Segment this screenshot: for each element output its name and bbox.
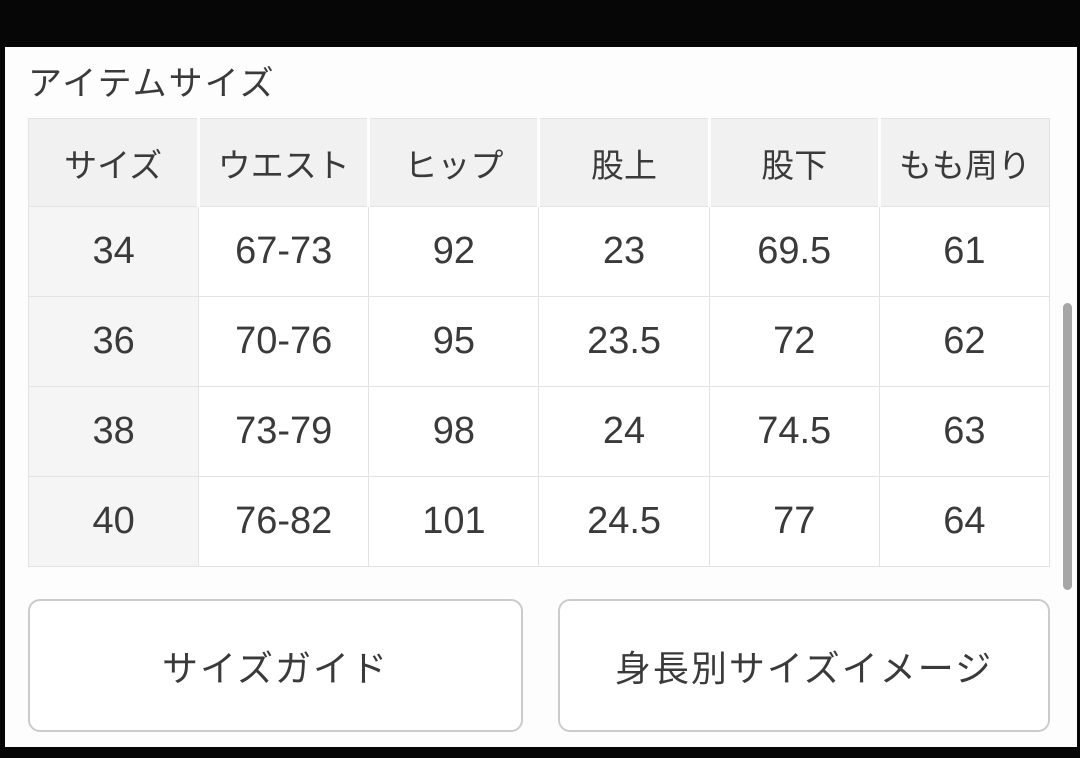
column-header-size: サイズ [27,118,201,207]
row-header: 40 [27,476,200,567]
item-size-table: サイズ ウエスト ヒップ 股上 股下 もも周り 34 67-73 92 23 6… [27,118,1051,567]
column-header-thigh: もも周り [877,118,1051,207]
table-cell: 23 [538,206,710,297]
table-cell: 63 [878,386,1051,477]
table-cell: 67-73 [198,206,370,297]
table-cell: 62 [878,296,1051,387]
page-title: アイテムサイズ [28,65,276,103]
table-cell: 92 [368,206,540,297]
row-header: 36 [27,296,200,387]
table-cell: 70-76 [198,296,370,387]
column-header-hip: ヒップ [367,118,541,207]
height-size-image-button[interactable]: 身長別サイズイメージ [558,599,1050,732]
table-cell: 69.5 [708,206,880,297]
table-cell: 95 [368,296,540,387]
table-row: 36 70-76 95 23.5 72 62 [27,296,1051,387]
table-row: 38 73-79 98 24 74.5 63 [27,386,1051,477]
content-panel: アイテムサイズ サイズ ウエスト ヒップ 股上 股下 もも周り 34 67-73… [5,47,1077,747]
table-row: 40 76-82 101 24.5 77 64 [27,476,1051,567]
table-cell: 72 [708,296,880,387]
table-row: 34 67-73 92 23 69.5 61 [27,206,1051,297]
table-cell: 24 [538,386,710,477]
scrollbar-thumb[interactable] [1063,303,1072,590]
column-header-rise: 股上 [537,118,711,207]
table-cell: 61 [878,206,1051,297]
table-cell: 77 [708,476,880,567]
table-header-row: サイズ ウエスト ヒップ 股上 股下 もも周り [27,118,1051,207]
size-guide-button[interactable]: サイズガイド [28,599,523,732]
table-cell: 98 [368,386,540,477]
table-cell: 24.5 [538,476,710,567]
row-header: 38 [27,386,200,477]
table-cell: 73-79 [198,386,370,477]
table-cell: 74.5 [708,386,880,477]
table-cell: 76-82 [198,476,370,567]
table-cell: 64 [878,476,1051,567]
table-cell: 23.5 [538,296,710,387]
row-header: 34 [27,206,200,297]
table-cell: 101 [368,476,540,567]
column-header-waist: ウエスト [197,118,371,207]
column-header-inseam: 股下 [707,118,881,207]
